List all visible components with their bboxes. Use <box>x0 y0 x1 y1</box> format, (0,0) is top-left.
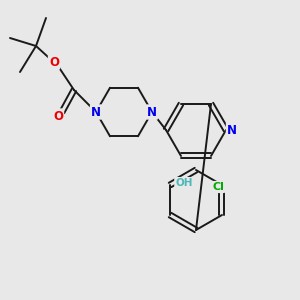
Text: N: N <box>147 106 157 118</box>
Text: Cl: Cl <box>212 182 224 192</box>
Text: OH: OH <box>175 178 193 188</box>
Text: N: N <box>227 124 237 136</box>
Text: O: O <box>49 56 59 68</box>
Text: O: O <box>53 110 63 122</box>
Text: N: N <box>91 106 101 118</box>
